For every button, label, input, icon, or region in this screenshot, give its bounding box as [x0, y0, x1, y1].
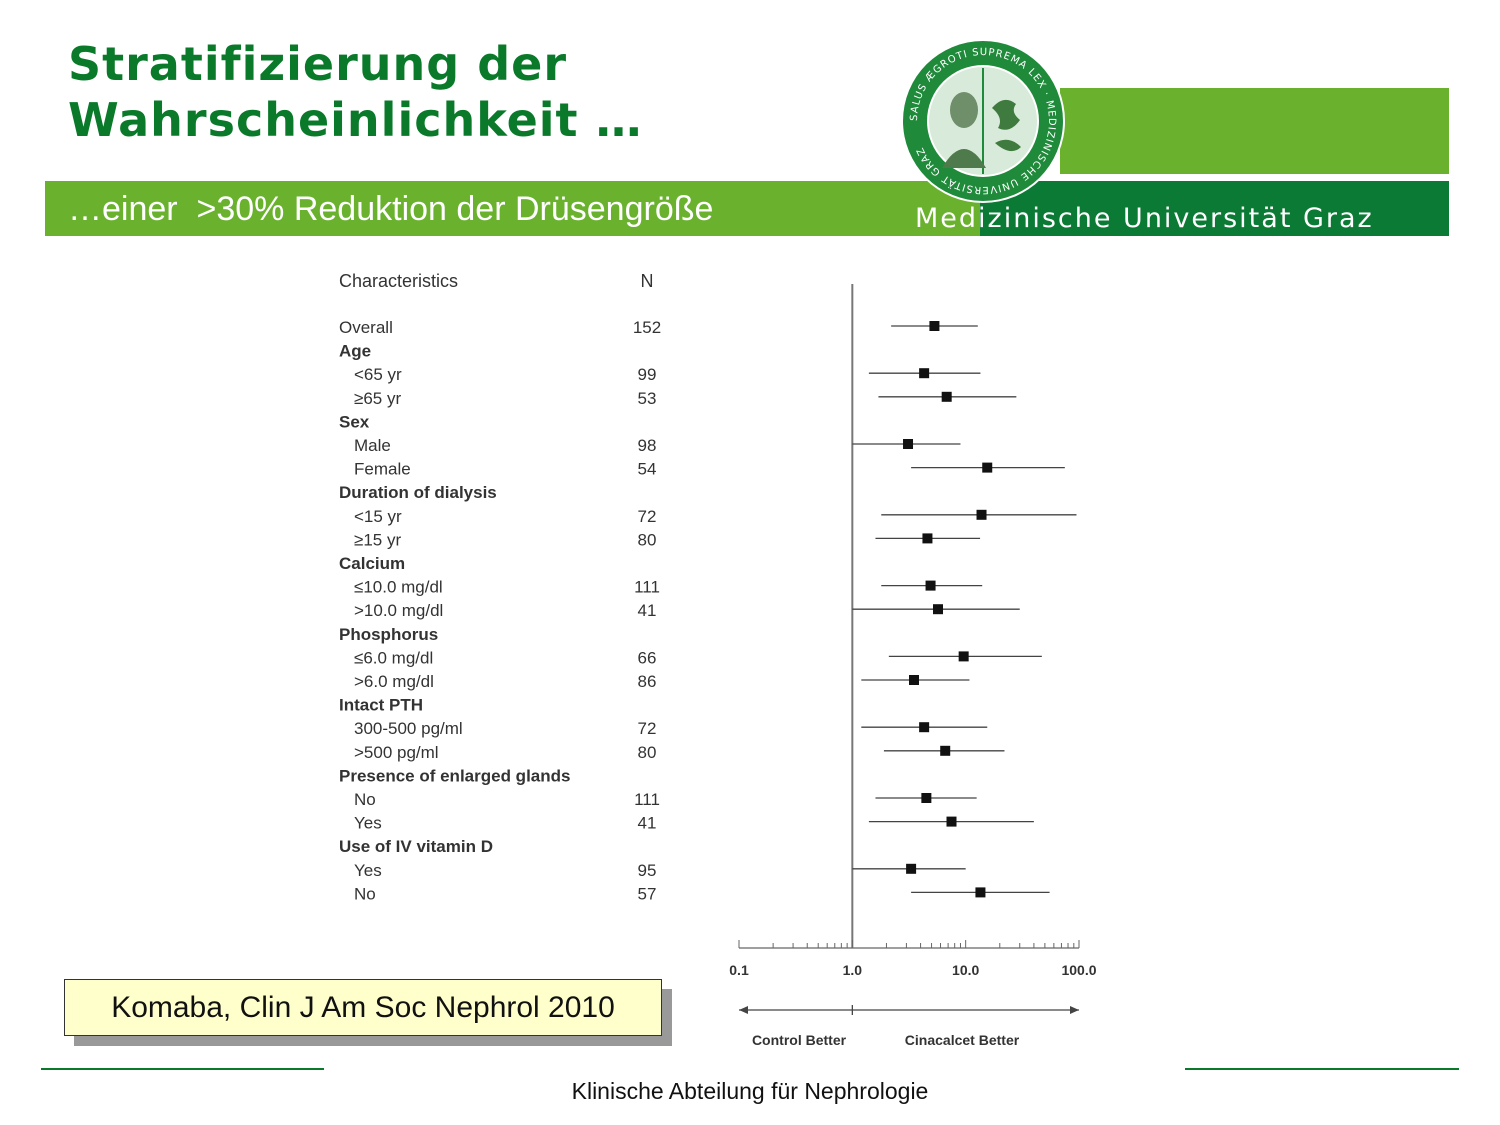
row-group-label: Presence of enlarged glands	[339, 766, 570, 785]
footer-divider-right	[1185, 1068, 1459, 1070]
x-tick-label: 100.0	[1061, 962, 1096, 978]
row-group-label: Use of IV vitamin D	[339, 837, 493, 856]
direction-label-left: Control Better	[752, 1032, 847, 1048]
row-label: >6.0 mg/dl	[354, 672, 434, 691]
row-n-value: 98	[638, 436, 657, 455]
point-estimate	[919, 722, 930, 733]
column-header-characteristics: Characteristics	[339, 271, 458, 291]
point-estimate	[925, 580, 936, 591]
column-header-n: N	[641, 271, 654, 291]
row-label: Yes	[354, 814, 382, 833]
point-estimate	[921, 793, 932, 803]
row-n-value: 86	[638, 672, 657, 691]
forest-table: Characteristics N Overall 152 Age <65 yr 99 ≥65…	[339, 271, 661, 903]
point-estimate	[976, 509, 987, 520]
row-n-value: 99	[638, 365, 657, 384]
university-name: Medizinische Universität Graz	[915, 203, 1374, 234]
point-estimate	[941, 391, 952, 402]
row-label: 300-500 pg/ml	[354, 719, 463, 738]
row-n-value: 41	[638, 814, 657, 833]
row-label: <65 yr	[354, 365, 402, 384]
row-label: Female	[354, 460, 411, 479]
row-label: ≤6.0 mg/dl	[354, 648, 433, 667]
arrow-right-icon	[1070, 1006, 1079, 1014]
point-estimate	[906, 863, 917, 874]
footer-divider-left	[41, 1068, 324, 1070]
row-n-value: 54	[638, 460, 657, 479]
point-estimate	[975, 887, 986, 898]
row-label: No	[354, 884, 376, 903]
row-n-value: 66	[638, 648, 657, 667]
row-n-value: 111	[634, 578, 660, 597]
row-label: ≥65 yr	[354, 389, 401, 408]
row-group-label: Calcium	[339, 554, 405, 573]
point-estimate	[946, 816, 957, 827]
slide-title: Stratifizierung der Wahrscheinlichkeit …	[68, 36, 643, 148]
row-label: >10.0 mg/dl	[354, 601, 443, 620]
row-n-value: 41	[638, 601, 657, 620]
row-n-value: 80	[638, 530, 657, 549]
university-seal-logo: SALUS ÆGROTI SUPREMA LEX · MEDIZINISCHE …	[901, 39, 1065, 203]
direction-label-right: Cinacalcet Better	[905, 1032, 1020, 1048]
row-n-value: 53	[638, 389, 657, 408]
x-tick-label: 0.1	[729, 962, 749, 978]
point-estimate	[940, 745, 951, 756]
row-label: <15 yr	[354, 507, 402, 526]
point-estimate	[958, 651, 969, 662]
row-n-value: 72	[638, 719, 657, 738]
row-label: Overall	[339, 318, 393, 337]
row-group-label: Intact PTH	[339, 696, 423, 715]
row-label: >500 pg/ml	[354, 743, 439, 762]
point-estimate	[932, 604, 943, 615]
point-estimate	[908, 675, 919, 685]
row-n-value: 72	[638, 507, 657, 526]
arrow-left-icon	[739, 1006, 748, 1014]
citation-box: Komaba, Clin J Am Soc Nephrol 2010	[64, 979, 662, 1036]
row-group-label: Age	[339, 342, 371, 361]
x-tick-label: 10.0	[952, 962, 979, 978]
x-tick-label: 1.0	[843, 962, 863, 978]
university-bar	[980, 181, 1449, 236]
row-n-value: 111	[634, 790, 660, 809]
forest-marks	[852, 321, 1077, 898]
row-n-value: 95	[638, 861, 657, 880]
slide-title-line1: Stratifizierung der	[68, 37, 568, 91]
point-estimate	[919, 368, 930, 379]
row-label: ≤10.0 mg/dl	[354, 578, 443, 597]
slide-subtitle: …einer >30% Reduktion der Drüsengröße	[68, 190, 714, 228]
footer-department: Klinische Abteilung für Nephrologie	[571, 1078, 929, 1104]
row-group-label: Duration of dialysis	[339, 483, 497, 502]
row-n-value: 152	[633, 318, 661, 337]
row-label: No	[354, 790, 376, 809]
row-label: Male	[354, 436, 391, 455]
point-estimate	[903, 439, 914, 449]
row-n-value: 57	[638, 884, 657, 903]
slide-title-line2: Wahrscheinlichkeit …	[68, 93, 643, 147]
forest-plot: Characteristics N Overall 152 Age <65 yr 99 ≥65…	[339, 271, 1097, 1048]
row-n-value: 80	[638, 743, 657, 762]
row-group-label: Phosphorus	[339, 625, 438, 644]
row-label: ≥15 yr	[354, 530, 401, 549]
row-group-label: Sex	[339, 412, 370, 431]
header-bar-light	[1060, 88, 1449, 174]
point-estimate	[922, 533, 933, 544]
point-estimate	[982, 462, 993, 473]
row-label: Yes	[354, 861, 382, 880]
forest-axis: 0.1 1.0 10.0 100.0 Control Better Cinacalcet …	[729, 284, 1097, 1048]
point-estimate	[929, 321, 940, 331]
